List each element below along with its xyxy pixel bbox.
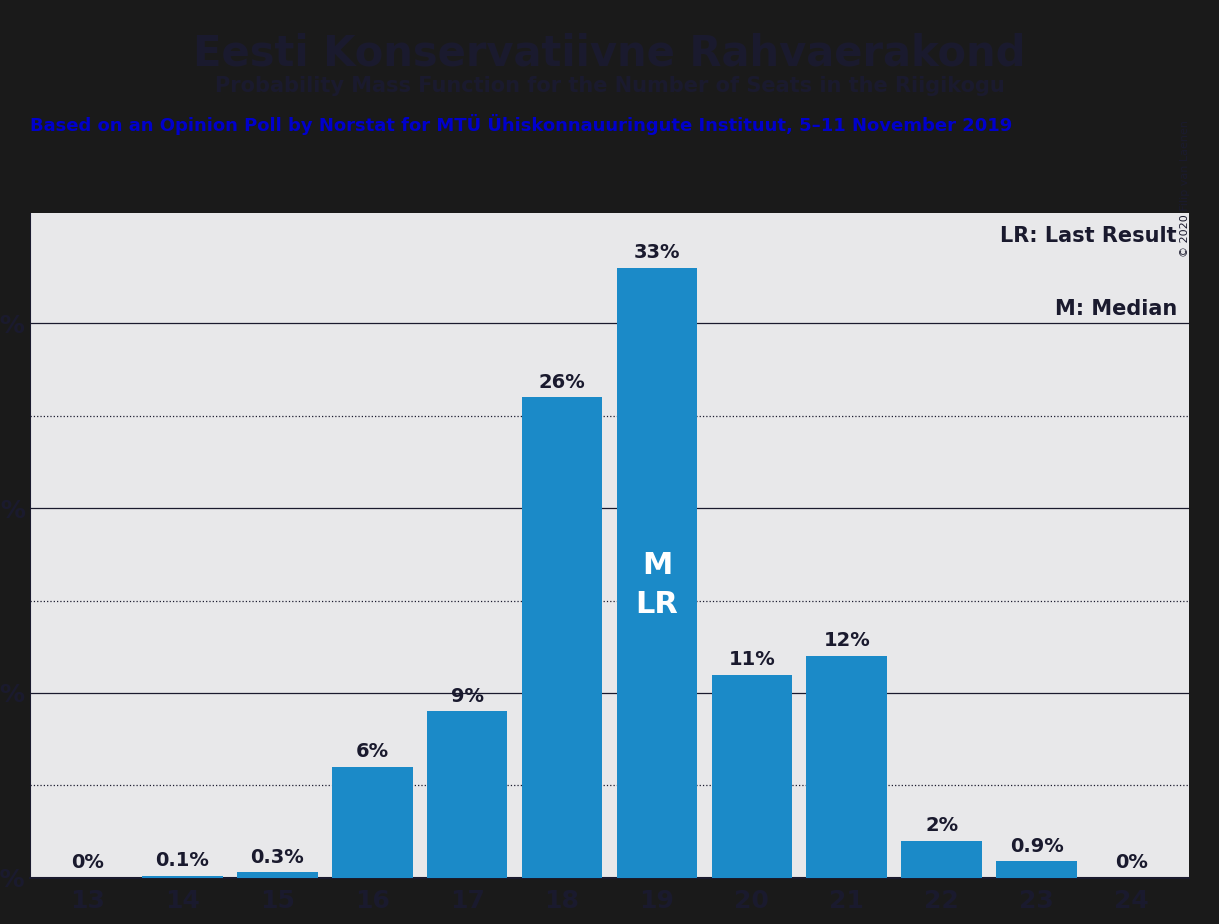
Text: 26%: 26% — [539, 372, 585, 392]
Bar — [996, 861, 1078, 878]
Text: 33%: 33% — [634, 243, 680, 262]
Bar — [807, 656, 887, 878]
Bar — [427, 711, 507, 878]
Text: 2%: 2% — [925, 816, 958, 835]
Bar — [901, 841, 983, 878]
Text: M
LR: M LR — [635, 552, 679, 619]
Text: 9%: 9% — [451, 687, 484, 706]
Bar — [712, 675, 792, 878]
Bar — [332, 767, 412, 878]
Text: Based on an Opinion Poll by Norstat for MTÜ Ühiskonnauuringute Instituut, 5–11 N: Based on an Opinion Poll by Norstat for … — [30, 114, 1013, 135]
Text: Probability Mass Function for the Number of Seats in the Riigikogu: Probability Mass Function for the Number… — [215, 76, 1004, 96]
Bar — [617, 268, 697, 878]
Bar — [141, 876, 223, 878]
Text: 6%: 6% — [356, 742, 389, 761]
Text: 0.9%: 0.9% — [1009, 836, 1063, 856]
Text: M: Median: M: Median — [1054, 299, 1176, 319]
Text: 12%: 12% — [823, 631, 870, 650]
Text: 0%: 0% — [1115, 853, 1148, 872]
Text: 0%: 0% — [71, 853, 104, 872]
Bar — [522, 397, 602, 878]
Text: © 2020 Filip van Laenen: © 2020 Filip van Laenen — [1180, 120, 1190, 257]
Text: 0.1%: 0.1% — [155, 851, 210, 870]
Text: LR: Last Result: LR: Last Result — [1001, 225, 1176, 246]
Text: Eesti Konservatiivne Rahvaerakond: Eesti Konservatiivne Rahvaerakond — [194, 32, 1025, 74]
Bar — [236, 872, 318, 878]
Text: 0.3%: 0.3% — [250, 847, 305, 867]
Text: 11%: 11% — [729, 650, 775, 669]
